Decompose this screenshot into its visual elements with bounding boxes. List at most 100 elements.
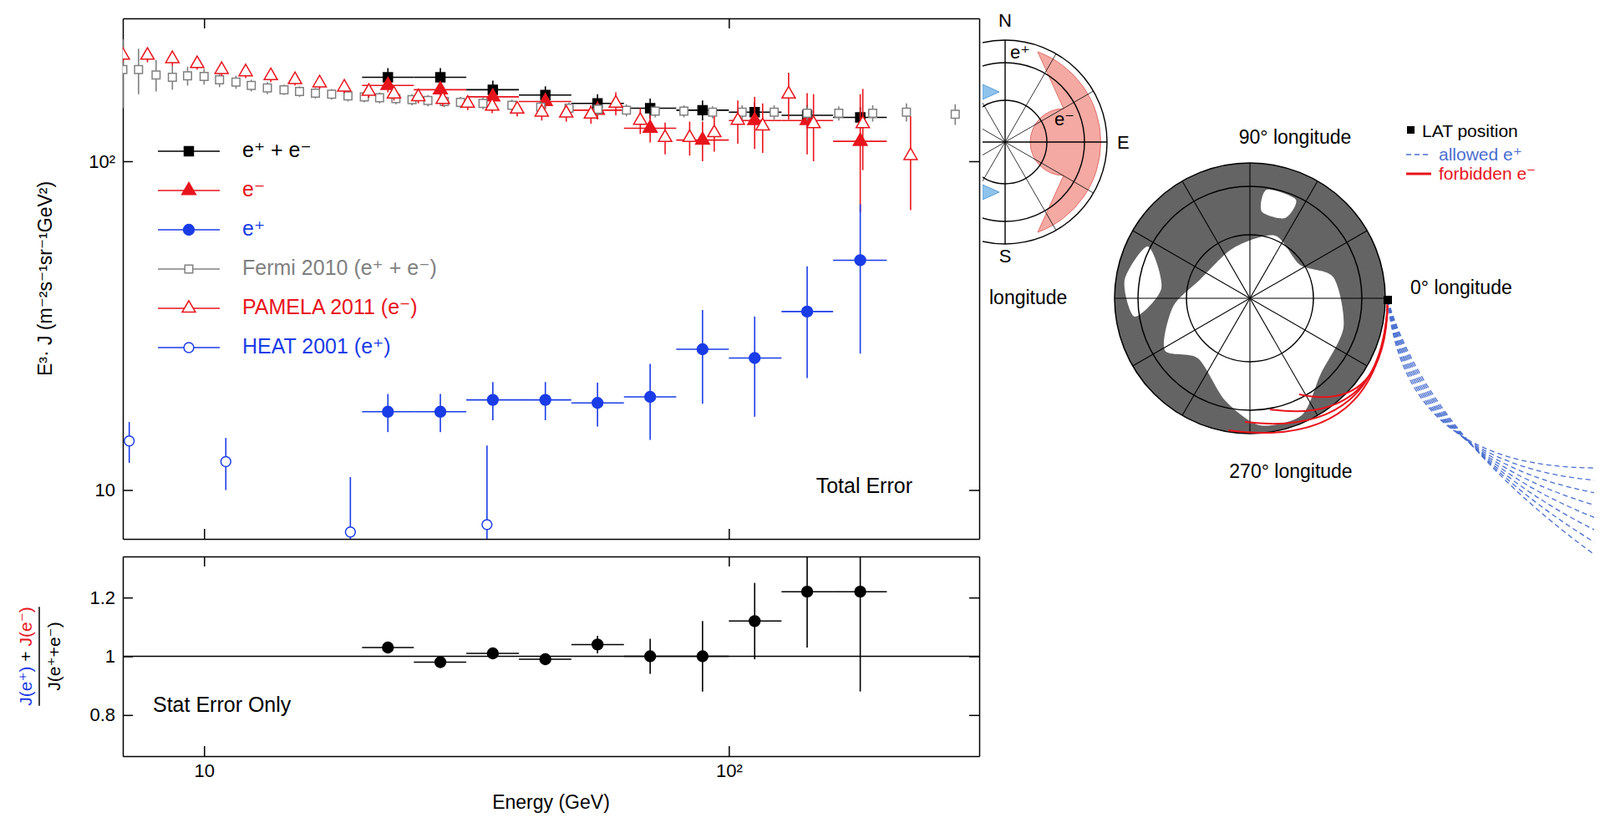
data-point [680,106,688,115]
data-point [802,586,813,598]
legend-label: e⁺ + e⁻ [242,137,312,162]
tick-label: 10² [88,151,116,173]
tick-mark [969,161,980,163]
forbidden-trajectory [1269,299,1388,412]
tick: 0.8 [89,704,133,726]
forbidden-trajectory [1228,299,1388,433]
data-point [232,78,240,87]
data-point [382,406,394,417]
data-point [904,147,918,160]
key-swatch [1406,172,1432,176]
error-bar [859,203,862,354]
data-point [435,656,447,668]
data-point [834,109,843,117]
data-point [749,615,761,627]
tick [969,597,980,599]
map-meridian [1132,230,1368,366]
data-point [651,106,660,115]
data-point [749,352,761,364]
legend-swatch [184,147,194,157]
data-point [708,108,717,117]
series [361,203,887,440]
tick-mark [122,597,133,600]
data-point [697,105,707,115]
legend-label: PAMELA 2011 (e⁻) [242,294,418,319]
legend-label: HEAT 2001 (e⁺) [242,334,392,358]
data-point [190,55,204,68]
data-point [592,639,604,651]
y-axis-title-denominator: J(e⁺+e⁻) [44,621,64,691]
data-point [633,112,647,125]
tick-mark [728,556,731,567]
tick [969,715,980,717]
data-point [559,105,574,117]
axis-line [123,556,981,559]
forbidden-trajectory [1244,299,1388,424]
tick [969,161,980,163]
tick-mark [203,18,206,29]
inset-spoke [982,141,1108,143]
y-axis-right [969,19,981,540]
axis-line [979,19,981,540]
axis-line [123,18,981,21]
axis-line [122,19,125,540]
tick-mark [969,597,980,600]
allowed-trajectory [1387,299,1595,544]
longitude-label: 270° longitude [1229,460,1352,483]
diagram-key: LAT positionallowed e⁺forbidden e⁻ [1406,121,1536,183]
data-point [220,457,231,468]
tick-label: 1.2 [89,587,116,609]
figure: NESe⁺e⁻90° longitude0° longitude270° lon… [0,0,1600,828]
key-swatch [1406,126,1415,134]
annotation: Stat Error Only [152,692,292,717]
tick: 10 [194,746,215,782]
allowed-trajectory [1387,299,1595,531]
legend: e⁺ + e⁻e⁻e⁺Fermi 2010 (e⁺ + e⁻)PAMELA 20… [157,137,437,358]
data-point [295,87,304,96]
map-sea [1124,246,1163,317]
data-point [622,106,630,114]
data-point [344,91,352,100]
data-point [215,76,224,84]
data-point [375,93,384,102]
data-point [433,81,448,94]
tick-mark [122,715,133,717]
diagram: NESe⁺e⁻90° longitude0° longitude270° lon… [903,10,1596,556]
data-point [183,71,192,80]
direction-label: N [998,10,1012,31]
data-point [707,125,722,138]
tick-label: 10 [95,479,116,501]
data-point [696,344,708,356]
tick [969,489,980,491]
data-point [592,397,604,409]
data-point [337,79,351,92]
x-axis [123,528,981,540]
data-point [645,391,656,403]
data-point [168,73,177,82]
data-point [695,132,711,144]
data-point [584,106,598,119]
data-point [436,91,450,104]
x-axis: 1010² [123,746,981,782]
data-point [124,436,135,447]
axis-line [123,538,981,541]
legend-swatch [184,264,193,273]
inset-spoke [982,53,1057,230]
tick [728,556,730,567]
data-point [247,81,255,90]
tick-mark [728,528,731,539]
inset-ring [982,40,1108,244]
data-point [485,98,499,111]
y-axis-title-part: J(e⁺) [15,665,36,706]
tick-label: 10 [194,760,215,782]
y-axis-title-part: + [15,646,36,667]
tick [203,556,205,567]
data-point [487,648,498,660]
annotation: Total Error [816,473,913,498]
axis-line [123,756,981,758]
data-point [609,96,623,108]
legend-label: e⁻ [242,177,265,201]
data-point [868,109,877,117]
longitude-label: longitude [989,286,1067,309]
key-label: allowed e⁺ [1438,144,1523,164]
